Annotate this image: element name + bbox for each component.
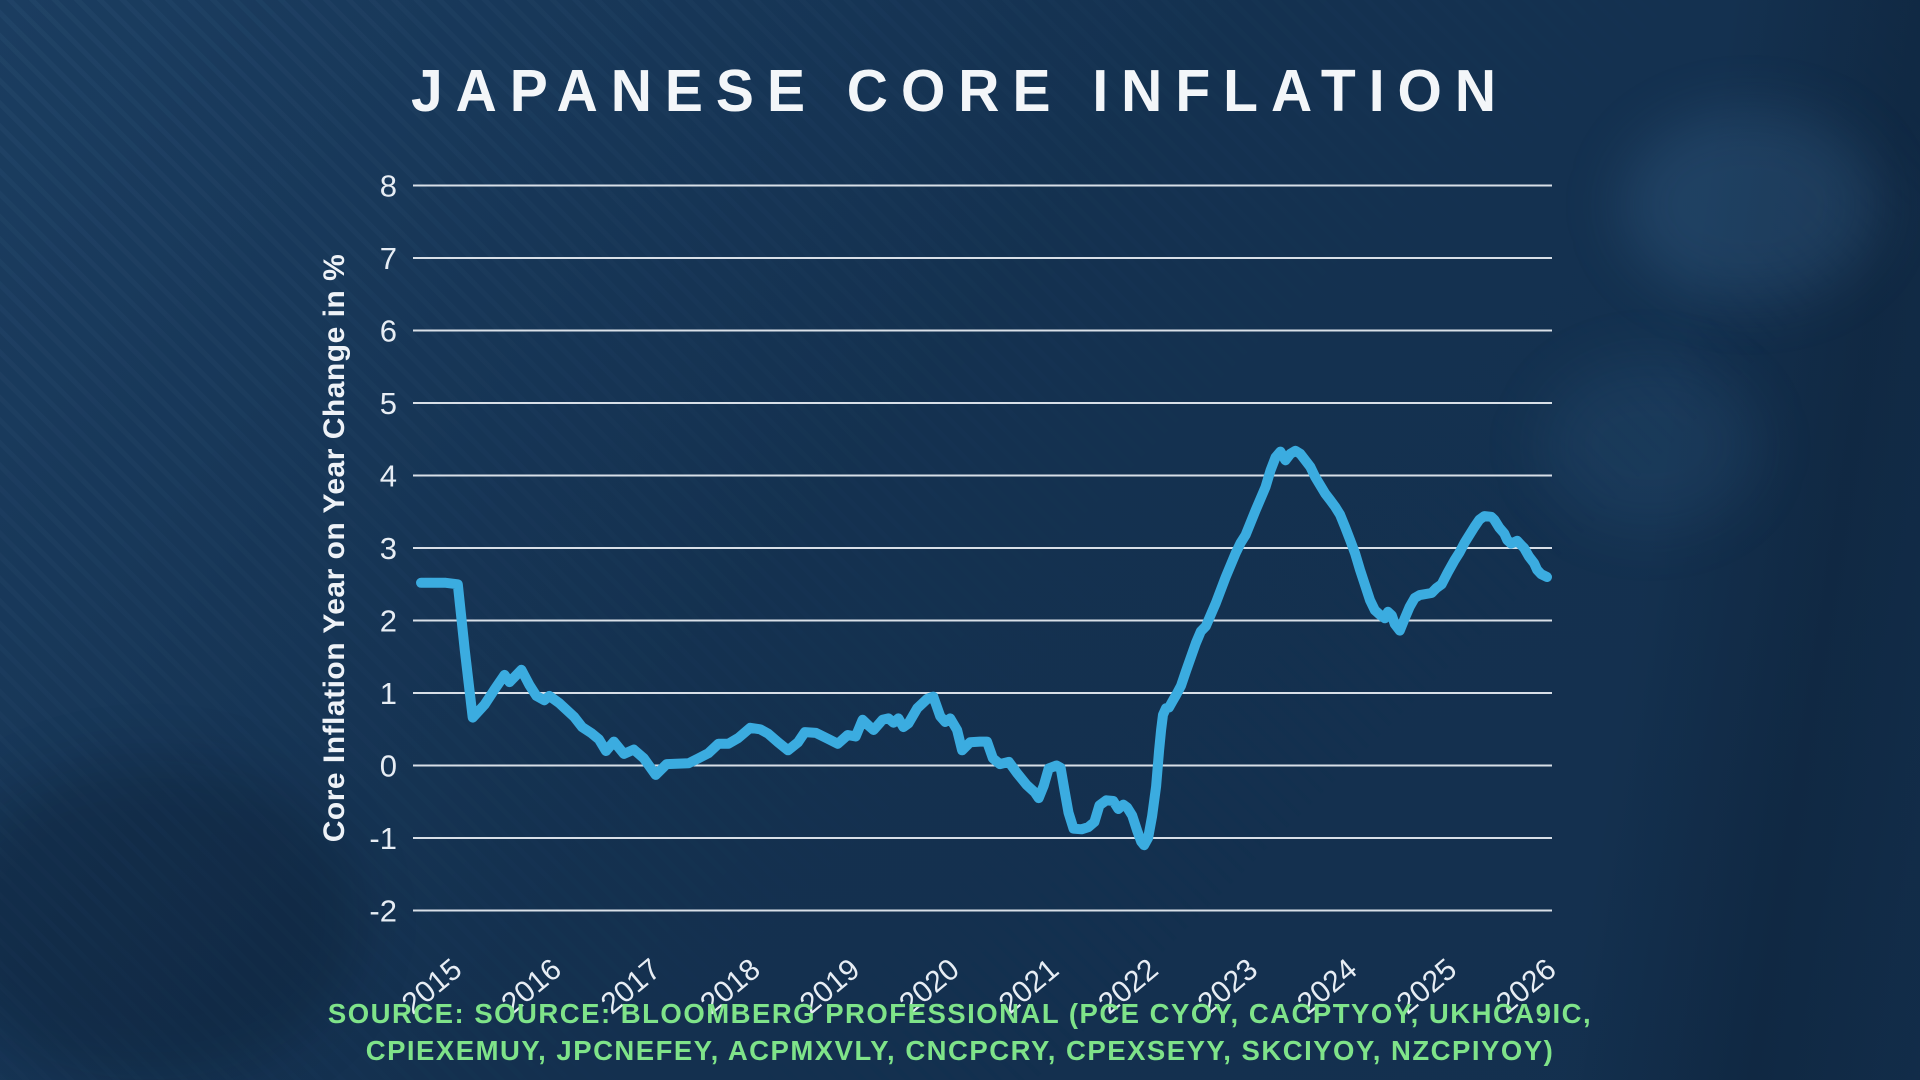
y-tick-label: 6 bbox=[380, 314, 397, 349]
y-tick-label: -1 bbox=[369, 821, 397, 856]
y-tick-label: 8 bbox=[380, 169, 397, 204]
y-tick-label: 1 bbox=[380, 676, 397, 711]
chart-title: JAPANESE CORE INFLATION bbox=[410, 57, 1510, 125]
y-tick-label: 0 bbox=[380, 749, 397, 784]
y-axis-title: Core Inflation Year on Year Change in % bbox=[318, 254, 351, 843]
y-tick-label: 7 bbox=[380, 241, 397, 276]
y-tick-label: 5 bbox=[380, 386, 397, 421]
gridlines bbox=[413, 184, 1552, 912]
y-tick-label: 2 bbox=[380, 604, 397, 639]
source-caption: SOURCE: SOURCE: BLOOMBERG PROFESSIONAL (… bbox=[0, 995, 1920, 1069]
y-tick-label: 3 bbox=[380, 531, 397, 566]
inflation-line-series bbox=[416, 445, 1552, 851]
source-caption-line2: CPIEXEMUY, JPCNEFEY, ACPMXVLY, CNCPCRY, … bbox=[365, 1035, 1555, 1066]
y-tick-label: -2 bbox=[369, 894, 397, 929]
y-axis-tick-labels: 8 7 6 5 4 3 2 1 0 -1 -2 bbox=[369, 169, 397, 929]
source-caption-line1: SOURCE: SOURCE: BLOOMBERG PROFESSIONAL (… bbox=[327, 998, 1593, 1029]
y-tick-label: 4 bbox=[380, 459, 397, 494]
